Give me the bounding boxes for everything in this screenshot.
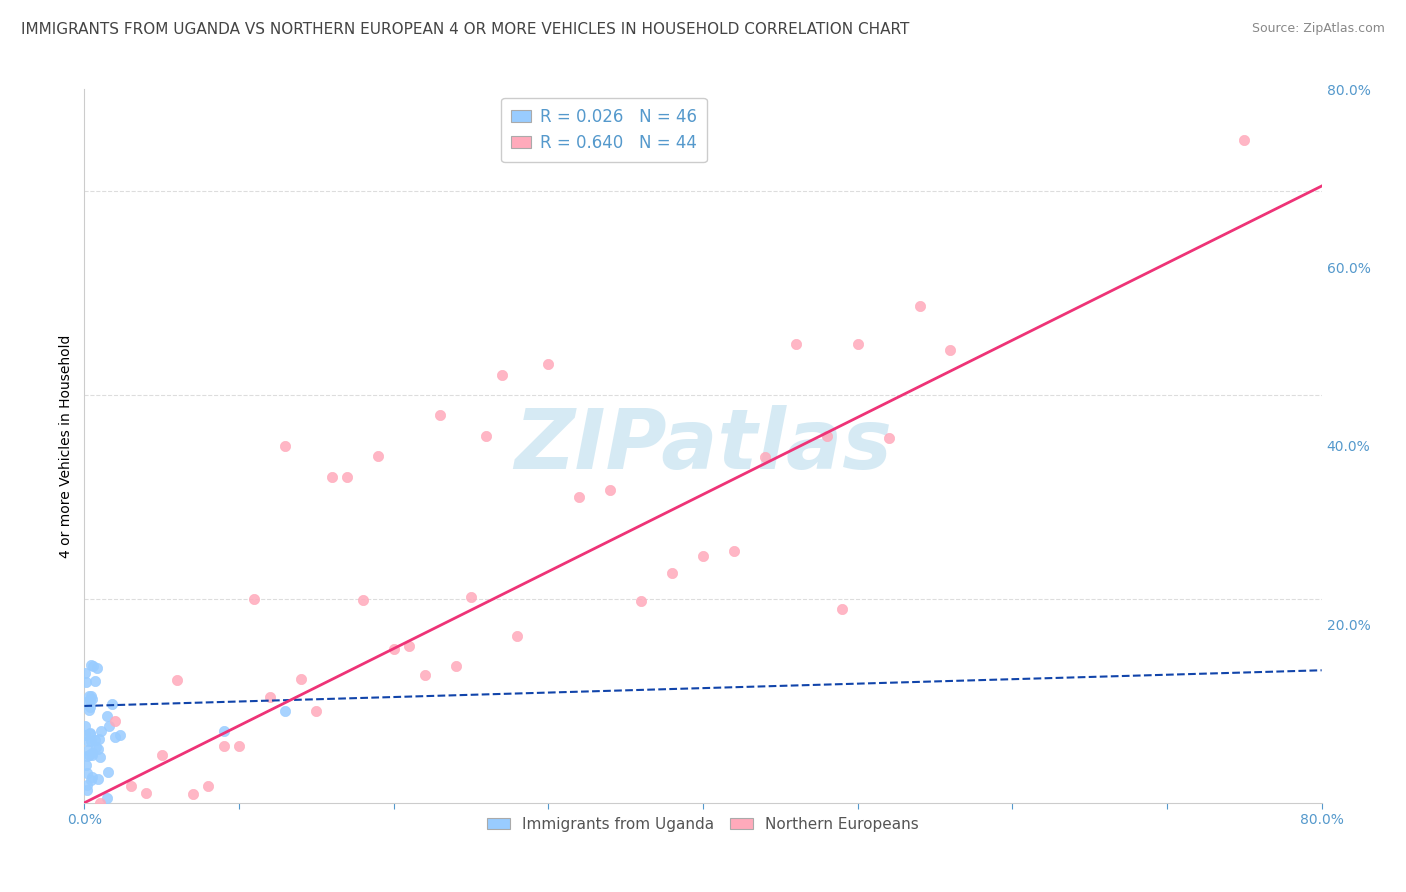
Point [120,779,142,793]
Point [76,674,98,689]
Point [87,772,110,786]
Point [831,602,853,616]
Point [84,732,107,747]
Point [460,591,482,605]
Point [79,772,101,787]
Text: Source: ZipAtlas.com: Source: ZipAtlas.com [1251,22,1385,36]
Text: IMMIGRANTS FROM UGANDA VS NORTHERN EUROPEAN 4 OR MORE VEHICLES IN HOUSEHOLD CORR: IMMIGRANTS FROM UGANDA VS NORTHERN EUROP… [21,22,910,37]
Point [86,660,108,674]
Point [429,409,451,423]
Point [444,658,467,673]
Point [290,672,312,686]
Point [76,749,98,764]
Point [166,673,188,688]
Point [89,796,111,810]
Point [79,693,101,707]
Point [352,593,374,607]
Point [661,566,683,581]
Point [79,725,101,739]
Point [259,690,281,704]
Point [76,778,98,792]
Point [181,787,204,801]
Point [101,697,124,711]
Point [491,368,513,382]
Point [104,730,127,744]
Point [76,765,98,780]
Point [692,549,714,563]
Point [75,665,97,680]
Point [135,786,157,800]
Point [75,719,97,733]
Point [96,765,118,780]
Point [274,439,297,453]
Point [398,639,420,653]
Point [98,718,121,732]
Point [568,490,591,504]
Point [80,734,103,748]
Point [382,642,405,657]
Point [77,689,100,703]
Point [75,695,97,709]
Point [89,750,111,764]
Point [87,742,110,756]
Point [846,337,869,351]
Point [96,709,118,723]
Point [475,429,498,443]
Point [77,703,100,717]
Point [77,748,100,763]
Point [537,358,560,372]
Point [336,469,359,483]
Point [754,450,776,464]
Point [76,743,98,757]
Point [80,748,103,763]
Point [212,724,235,739]
Point [413,667,436,681]
Point [723,543,745,558]
Point [212,739,235,754]
Point [599,483,621,498]
Point [90,723,112,738]
Point [908,299,931,313]
Point [108,727,131,741]
Point [506,629,529,643]
Point [1233,133,1256,147]
Point [75,728,97,742]
Point [785,337,807,351]
Point [228,739,250,753]
Point [80,689,103,703]
Point [96,790,118,805]
Point [630,594,652,608]
Point [82,746,104,760]
Point [305,704,328,718]
Point [243,591,266,606]
Point [939,343,962,357]
Point [877,431,900,445]
Point [79,700,101,714]
Point [104,714,127,729]
Point [75,758,97,772]
Point [197,779,219,793]
Point [82,659,104,673]
Point [367,449,389,463]
Point [83,673,105,688]
Point [321,469,343,483]
Point [274,704,297,718]
Point [80,657,103,672]
Text: ZIPatlas: ZIPatlas [515,406,891,486]
Point [84,739,107,754]
Point [79,727,101,741]
Point [76,733,98,747]
Point [815,429,838,443]
Y-axis label: 4 or more Vehicles in Household: 4 or more Vehicles in Household [59,334,73,558]
Point [80,691,103,706]
Legend: Immigrants from Uganda, Northern Europeans: Immigrants from Uganda, Northern Europea… [481,811,925,838]
Point [150,747,173,762]
Point [76,783,98,797]
Point [89,731,111,746]
Point [82,770,104,784]
